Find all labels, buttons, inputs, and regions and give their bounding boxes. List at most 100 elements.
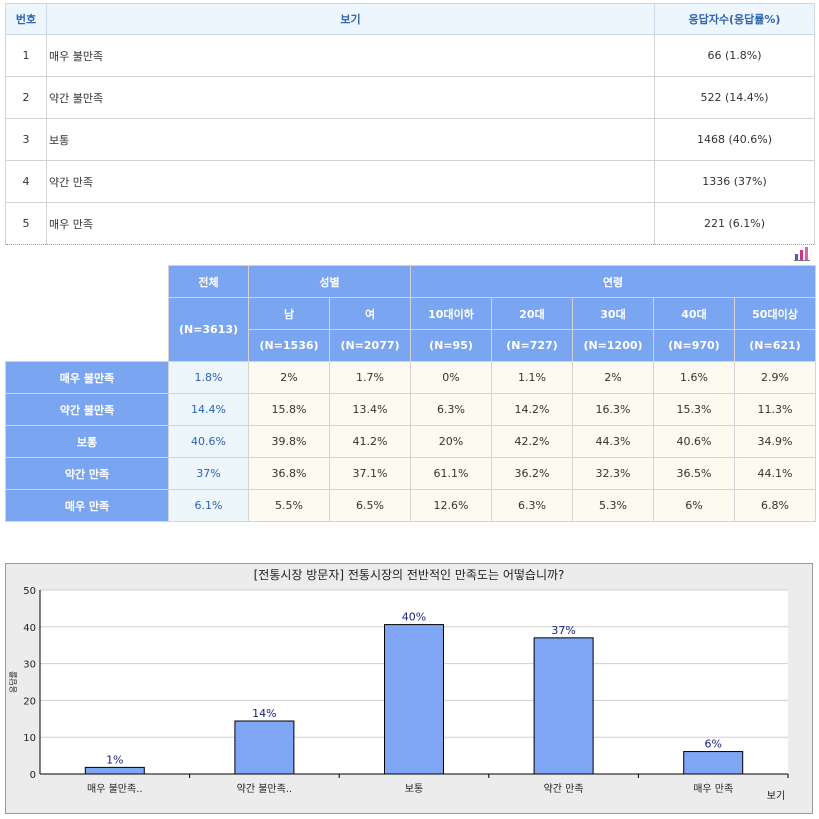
x-tick-label: 약간 만족 bbox=[544, 783, 584, 795]
sub-header-40s: 40대 bbox=[653, 297, 735, 330]
data-cell: 15.3% bbox=[653, 393, 735, 426]
summary-table: 번호 보기 응답자수(응답률%) 1 매우 불만족 66 (1.8%) 2 약간… bbox=[5, 3, 815, 245]
row-number: 5 bbox=[5, 202, 47, 245]
row-number: 4 bbox=[5, 160, 47, 203]
data-cell: 6.5% bbox=[329, 489, 411, 522]
data-cell: 36.8% bbox=[248, 457, 330, 490]
data-cell: 12.6% bbox=[410, 489, 492, 522]
data-cell: 20% bbox=[410, 425, 492, 458]
table-row: 약간 불만족 14.4% 15.8% 13.4% 6.3% 14.2% 16.3… bbox=[5, 393, 816, 426]
data-cell: 1.7% bbox=[329, 361, 411, 394]
data-cell: 2% bbox=[248, 361, 330, 394]
row-count: 66 (1.8%) bbox=[654, 34, 815, 77]
chart-title: [전통시장 방문자] 전통시장의 전반적인 만족도는 어떻습니까? bbox=[254, 568, 565, 582]
bar-chart-panel: [전통시장 방문자] 전통시장의 전반적인 만족도는 어떻습니까? 0 10 20 3… bbox=[5, 563, 813, 814]
sub-header-female: 여 bbox=[329, 297, 411, 330]
sub-n-50s: (N=621) bbox=[734, 329, 816, 362]
total-n: (N=3613) bbox=[168, 297, 249, 362]
data-cell: 2% bbox=[572, 361, 654, 394]
bar-chart: [전통시장 방문자] 전통시장의 전반적인 만족도는 어떻습니까? 0 10 20 3… bbox=[8, 568, 789, 802]
table-row: 2 약간 불만족 522 (14.4%) bbox=[5, 76, 815, 119]
data-cell: 44.3% bbox=[572, 425, 654, 458]
y-tick-label: 20 bbox=[23, 696, 36, 707]
bar-chart-icon[interactable] bbox=[794, 247, 810, 261]
x-tick-label: 보통 bbox=[405, 783, 423, 795]
data-cell: 39.8% bbox=[248, 425, 330, 458]
data-label: 6% bbox=[704, 738, 721, 751]
data-cell: 34.9% bbox=[734, 425, 816, 458]
data-cell: 6.8% bbox=[734, 489, 816, 522]
sub-n-male: (N=1536) bbox=[248, 329, 330, 362]
header-option: 보기 bbox=[46, 3, 655, 35]
data-cell: 36.5% bbox=[653, 457, 735, 490]
data-cell: 36.2% bbox=[491, 457, 573, 490]
data-cell: 42.2% bbox=[491, 425, 573, 458]
y-tick-label: 40 bbox=[23, 623, 36, 634]
bar bbox=[84, 766, 145, 775]
sub-n-30s: (N=1200) bbox=[572, 329, 654, 362]
row-label: 약간 불만족 bbox=[5, 393, 169, 426]
data-cell: 5.3% bbox=[572, 489, 654, 522]
corner-blank bbox=[5, 265, 169, 362]
total-header: 전체 bbox=[168, 265, 249, 298]
data-cell: 6% bbox=[653, 489, 735, 522]
summary-header-row: 번호 보기 응답자수(응답률%) bbox=[5, 3, 815, 35]
header-no: 번호 bbox=[5, 3, 47, 35]
cross-table: 전체 성별 연령 (N=3613) 남 여 10대이하 20대 30대 40대 … bbox=[5, 265, 816, 522]
table-row: 1 매우 불만족 66 (1.8%) bbox=[5, 34, 815, 77]
data-label: 1% bbox=[106, 753, 123, 766]
table-row: 보통 40.6% 39.8% 41.2% 20% 42.2% 44.3% 40.… bbox=[5, 425, 816, 458]
row-label: 매우 만족 bbox=[5, 489, 169, 522]
data-cell: 61.1% bbox=[410, 457, 492, 490]
row-count: 221 (6.1%) bbox=[654, 202, 815, 245]
data-cell: 14.2% bbox=[491, 393, 573, 426]
sub-header-30s: 30대 bbox=[572, 297, 654, 330]
data-cell: 16.3% bbox=[572, 393, 654, 426]
header-count: 응답자수(응답률%) bbox=[654, 3, 815, 35]
total-cell: 40.6% bbox=[168, 425, 249, 458]
data-cell: 40.6% bbox=[653, 425, 735, 458]
data-cell: 5.5% bbox=[248, 489, 330, 522]
total-cell: 14.4% bbox=[168, 393, 249, 426]
table-row: 약간 만족 37% 36.8% 37.1% 61.1% 36.2% 32.3% … bbox=[5, 457, 816, 490]
bar bbox=[234, 720, 295, 775]
sub-n-female: (N=2077) bbox=[329, 329, 411, 362]
row-option: 매우 불만족 bbox=[46, 34, 655, 77]
data-cell: 44.1% bbox=[734, 457, 816, 490]
sub-header-10s: 10대이하 bbox=[410, 297, 492, 330]
data-cell: 11.3% bbox=[734, 393, 816, 426]
x-axis-label: 보기 bbox=[767, 790, 785, 802]
row-count: 522 (14.4%) bbox=[654, 76, 815, 119]
data-label: 37% bbox=[551, 624, 575, 637]
data-cell: 41.2% bbox=[329, 425, 411, 458]
sub-header-50s: 50대이상 bbox=[734, 297, 816, 330]
data-cell: 0% bbox=[410, 361, 492, 394]
table-row: 5 매우 만족 221 (6.1%) bbox=[5, 202, 815, 245]
x-tick-label: 매우 불만족.. bbox=[87, 783, 143, 795]
data-cell: 13.4% bbox=[329, 393, 411, 426]
data-cell: 6.3% bbox=[491, 489, 573, 522]
row-count: 1468 (40.6%) bbox=[654, 118, 815, 161]
row-count: 1336 (37%) bbox=[654, 160, 815, 203]
y-tick-label: 50 bbox=[23, 586, 36, 597]
bar bbox=[384, 624, 444, 775]
y-tick-label: 0 bbox=[30, 770, 36, 781]
sub-header-20s: 20대 bbox=[491, 297, 573, 330]
data-cell: 37.1% bbox=[329, 457, 411, 490]
data-label: 14% bbox=[252, 707, 276, 720]
age-header: 연령 bbox=[410, 265, 816, 298]
row-option: 보통 bbox=[46, 118, 655, 161]
table-row: 3 보통 1468 (40.6%) bbox=[5, 118, 815, 161]
row-label: 보통 bbox=[5, 425, 169, 458]
data-cell: 6.3% bbox=[410, 393, 492, 426]
gender-header: 성별 bbox=[248, 265, 411, 298]
row-option: 약간 불만족 bbox=[46, 76, 655, 119]
data-cell: 2.9% bbox=[734, 361, 816, 394]
row-number: 2 bbox=[5, 76, 47, 119]
data-cell: 1.1% bbox=[491, 361, 573, 394]
data-cell: 15.8% bbox=[248, 393, 330, 426]
table-row: 매우 불만족 1.8% 2% 1.7% 0% 1.1% 2% 1.6% 2.9% bbox=[5, 361, 816, 394]
x-tick-label: 약간 불만족.. bbox=[237, 783, 293, 795]
y-axis-label: 응답률 bbox=[8, 671, 18, 693]
row-label: 매우 불만족 bbox=[5, 361, 169, 394]
